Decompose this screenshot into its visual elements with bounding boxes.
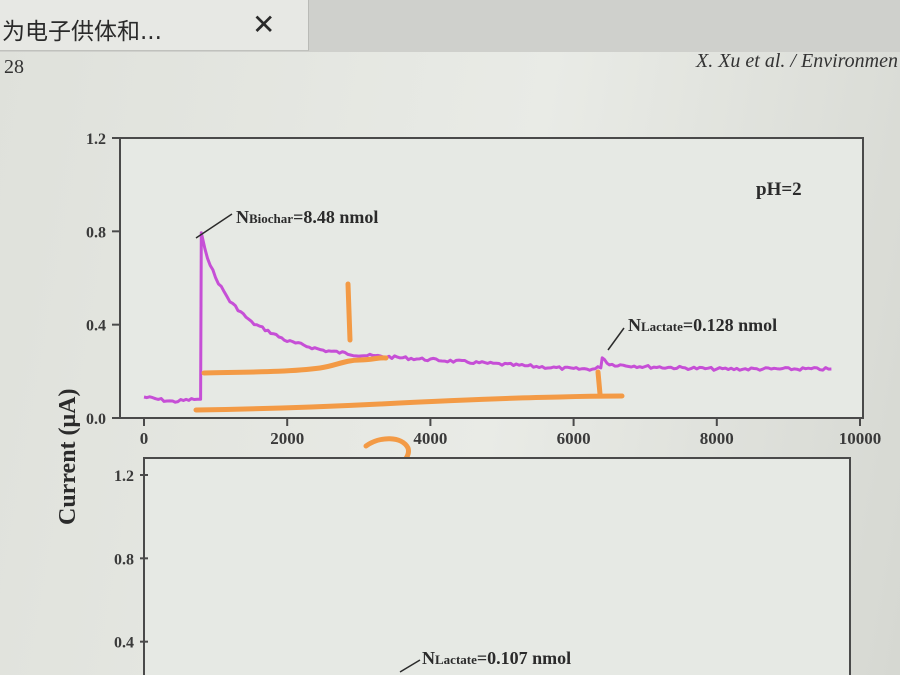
- browser-tab[interactable]: 为电子供体和... ✕: [0, 0, 309, 51]
- current-series-line: [143, 231, 832, 404]
- top-x-axis: 0 2000 4000 6000 8000 10000: [140, 418, 882, 448]
- page-number: 28: [4, 56, 24, 78]
- x-tick-label: 8000: [700, 429, 734, 448]
- annotation-main: N: [628, 315, 641, 335]
- annotation-subscript: Lactate: [435, 652, 477, 667]
- handwritten-digit-1: [345, 281, 353, 343]
- x-tick-label: 6000: [557, 429, 591, 448]
- y-tick-label: 1.2: [86, 131, 106, 148]
- y-tick-label: 1.2: [114, 468, 134, 485]
- y-axis-label: Current (μA): [55, 389, 81, 525]
- y-tick-label: 0.4: [114, 635, 134, 652]
- x-tick-label: 0: [140, 429, 149, 448]
- annotation-arrow: [195, 213, 233, 239]
- running-header: X. Xu et al. / Environmen: [696, 50, 898, 72]
- annotation-arrow: [399, 659, 421, 673]
- annotation-label: NLactate=0.107 nmol: [422, 648, 571, 668]
- annotation-main: N: [236, 207, 249, 227]
- y-tick-label: 0.8: [86, 224, 106, 241]
- handwritten-bracket-2: [193, 393, 625, 413]
- annotation-value: =8.48 nmol: [293, 207, 378, 227]
- handwritten-tick: [595, 369, 603, 397]
- annotation-label: NBiochar=8.48 nmol: [236, 207, 378, 227]
- condition-label: pH=2: [756, 179, 802, 200]
- browser-tab-bar: 为电子供体和... ✕: [0, 0, 900, 52]
- tab-title: 为电子供体和...: [2, 19, 162, 45]
- y-tick-label: 0.4: [86, 318, 106, 335]
- annotation-subscript: Lactate: [641, 319, 683, 334]
- annotation-arrow: [607, 327, 625, 351]
- handwritten-bracket-1: [201, 355, 389, 376]
- y-tick-label: 0.0: [86, 411, 106, 428]
- annotation-subscript: Biochar: [249, 211, 293, 226]
- annotation-value: =0.107 nmol: [477, 648, 571, 668]
- top-y-axis: 0.0 0.4 0.8 1.2: [86, 131, 120, 428]
- annotation-label: NLactate=0.128 nmol: [628, 315, 777, 335]
- x-tick-label: 10000: [839, 429, 882, 448]
- close-icon[interactable]: ✕: [252, 8, 276, 41]
- top-plot-frame: [119, 137, 864, 419]
- annotation-value: =0.128 nmol: [683, 315, 777, 335]
- y-tick-label: 0.8: [114, 551, 134, 568]
- x-tick-label: 4000: [413, 429, 447, 448]
- annotation-main: N: [422, 648, 435, 668]
- x-tick-label: 2000: [270, 429, 304, 448]
- bottom-plot-frame: [143, 457, 851, 675]
- bottom-annotations: NLactate=0.107 nmol: [399, 648, 571, 673]
- bottom-y-axis: 0.4 0.8 1.2: [114, 468, 148, 652]
